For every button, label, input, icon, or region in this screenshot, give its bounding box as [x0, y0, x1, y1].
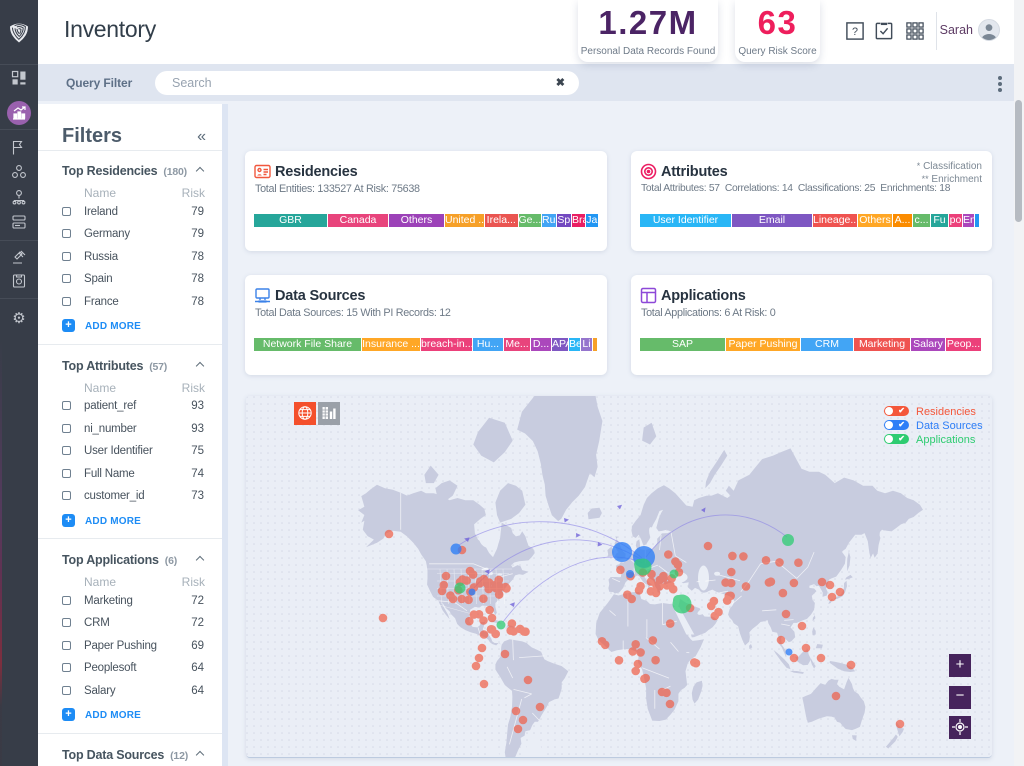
svg-text:?: ? — [852, 26, 858, 38]
